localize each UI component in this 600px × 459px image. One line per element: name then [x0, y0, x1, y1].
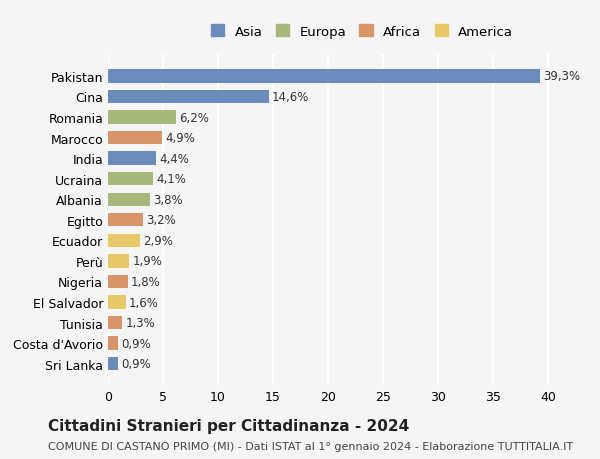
Text: 4,9%: 4,9%: [165, 132, 195, 145]
Bar: [108, 111, 176, 124]
Text: 3,8%: 3,8%: [153, 193, 183, 206]
Text: Cittadini Stranieri per Cittadinanza - 2024: Cittadini Stranieri per Cittadinanza - 2…: [48, 418, 409, 433]
Text: 2,9%: 2,9%: [143, 235, 173, 247]
Text: 1,8%: 1,8%: [131, 275, 161, 288]
Bar: [108, 193, 150, 207]
Bar: [108, 70, 540, 84]
Text: 1,9%: 1,9%: [132, 255, 162, 268]
Bar: [108, 337, 118, 350]
Text: 14,6%: 14,6%: [272, 91, 309, 104]
Bar: [108, 152, 157, 165]
Bar: [108, 275, 128, 289]
Text: 1,3%: 1,3%: [125, 316, 155, 330]
Text: 4,1%: 4,1%: [157, 173, 186, 186]
Text: 39,3%: 39,3%: [544, 70, 581, 83]
Bar: [108, 234, 140, 247]
Text: COMUNE DI CASTANO PRIMO (MI) - Dati ISTAT al 1° gennaio 2024 - Elaborazione TUTT: COMUNE DI CASTANO PRIMO (MI) - Dati ISTA…: [48, 441, 573, 451]
Legend: Asia, Europa, Africa, America: Asia, Europa, Africa, America: [205, 19, 520, 45]
Bar: [108, 316, 122, 330]
Bar: [108, 357, 118, 370]
Bar: [108, 213, 143, 227]
Bar: [108, 90, 269, 104]
Bar: [108, 255, 129, 268]
Text: 1,6%: 1,6%: [129, 296, 159, 309]
Text: 3,2%: 3,2%: [146, 214, 176, 227]
Bar: [108, 173, 153, 186]
Text: 0,9%: 0,9%: [121, 358, 151, 370]
Text: 4,4%: 4,4%: [160, 152, 190, 165]
Text: 0,9%: 0,9%: [121, 337, 151, 350]
Text: 6,2%: 6,2%: [179, 111, 209, 124]
Bar: [108, 296, 125, 309]
Bar: [108, 132, 162, 145]
